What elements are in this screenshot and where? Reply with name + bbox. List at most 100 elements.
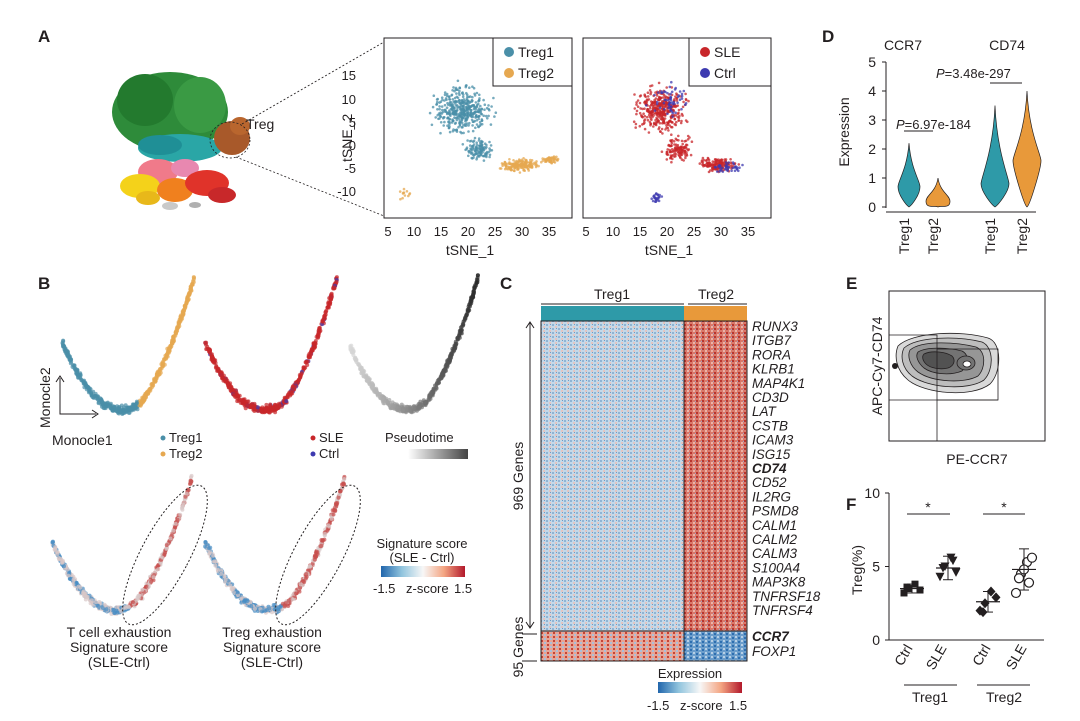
sle-point — [671, 154, 675, 157]
treg2-point — [407, 194, 410, 198]
sle-point — [678, 151, 682, 154]
treg1-point — [467, 154, 470, 158]
trajectory-point — [220, 376, 224, 381]
score-point — [304, 572, 309, 576]
trajectory-point — [304, 360, 309, 365]
trajectory-point — [226, 381, 231, 386]
x-tick: 30 — [515, 224, 529, 239]
tsne-right-frame — [582, 37, 772, 219]
score-point — [168, 536, 173, 541]
sle-point — [672, 149, 675, 153]
trajectory-point — [273, 410, 278, 415]
trajectory-point — [191, 275, 196, 280]
sle-point — [668, 124, 671, 127]
treg1-point — [460, 116, 464, 119]
treg1-point — [474, 147, 478, 150]
trajectory-point — [268, 402, 273, 407]
legend-ctrl: Ctrl — [714, 65, 736, 81]
score-point — [278, 604, 283, 609]
treg1-point — [455, 116, 459, 120]
ctrl-point — [714, 166, 718, 169]
sle-point — [667, 129, 670, 132]
treg1-point — [453, 89, 456, 93]
treg1-point — [487, 104, 490, 107]
data-point — [948, 556, 958, 566]
sle-point — [634, 126, 637, 129]
tsne-y-ticks: 15 10 5 0 -5 -10 — [337, 68, 356, 199]
sle-point — [649, 117, 653, 120]
ctrl-point — [731, 161, 735, 164]
ctrl-point — [668, 85, 672, 89]
tsne-right-x-ticks: 5 10 15 20 25 30 35 — [582, 224, 755, 239]
sle-point — [654, 111, 657, 115]
treg1-point — [485, 145, 488, 149]
score-point — [115, 610, 120, 615]
ctrl-point — [653, 196, 657, 200]
treg1-point — [457, 114, 461, 117]
ctrl-point — [671, 115, 674, 118]
trajectory-point — [65, 349, 70, 354]
dot-group-treg2: Treg2 — [986, 689, 1022, 705]
treg1-point — [437, 112, 441, 115]
treg1-point — [474, 116, 478, 119]
treg1-point — [451, 98, 455, 101]
gene-label: CALM3 — [752, 546, 798, 561]
score-point — [74, 581, 79, 586]
sle-point — [649, 110, 653, 113]
score-point — [325, 528, 330, 533]
dot-x-ticks: Ctrl SLE Ctrl SLE — [891, 642, 1030, 673]
treg1-point — [475, 105, 478, 109]
treg1-point — [469, 113, 473, 116]
caption2-line1: Treg exhaustion — [222, 624, 322, 640]
treg1-point — [464, 119, 467, 123]
score-point — [89, 598, 94, 603]
sle-point — [669, 144, 672, 148]
score-point — [184, 491, 189, 496]
trajectory-point — [178, 317, 183, 322]
ctrl-point — [660, 195, 664, 198]
x-tick: 5 — [582, 224, 589, 239]
ctrl-point — [730, 169, 733, 172]
ctrl-point — [727, 161, 731, 164]
treg1-point — [468, 107, 471, 110]
treg2-point — [518, 171, 522, 174]
score-point — [342, 477, 347, 481]
sle-point — [729, 158, 732, 161]
sle-point — [670, 125, 673, 129]
treg1-point — [441, 108, 444, 112]
trajectory-point — [277, 403, 282, 408]
ctrl-point — [668, 105, 672, 108]
trajectory-point — [316, 330, 321, 335]
score-point — [334, 504, 339, 509]
ctrl-point — [680, 92, 684, 96]
panel-label-e: E — [846, 274, 857, 293]
data-point — [1013, 573, 1025, 584]
trajectory-point — [334, 280, 339, 284]
treg1-point — [462, 105, 465, 108]
sle-point — [676, 104, 679, 107]
trajectory-point — [99, 397, 103, 401]
ctrl-point — [655, 192, 658, 195]
sle-point — [711, 169, 714, 173]
treg2-point — [402, 191, 406, 194]
treg1-point — [470, 148, 474, 152]
treg1-point — [490, 149, 494, 152]
score-point — [164, 546, 169, 551]
trajectory-point — [407, 409, 412, 414]
trajectory-point — [204, 340, 209, 345]
legend-treg2: Treg2 — [518, 65, 554, 81]
ctrl-point — [666, 98, 670, 102]
sle-point — [673, 147, 677, 150]
treg1-point — [450, 107, 454, 110]
gene-label: CSTB — [752, 418, 788, 433]
data-point — [900, 589, 908, 597]
trajectory-point — [472, 286, 477, 291]
treg2-point — [519, 159, 522, 163]
treg2-point — [512, 159, 515, 162]
sle-point — [684, 156, 687, 160]
treg1-point — [467, 114, 470, 118]
heat-scale-colorbar — [658, 682, 742, 693]
trajectory-point — [184, 300, 189, 305]
trajectory-point — [458, 325, 463, 330]
score-point — [185, 487, 190, 492]
